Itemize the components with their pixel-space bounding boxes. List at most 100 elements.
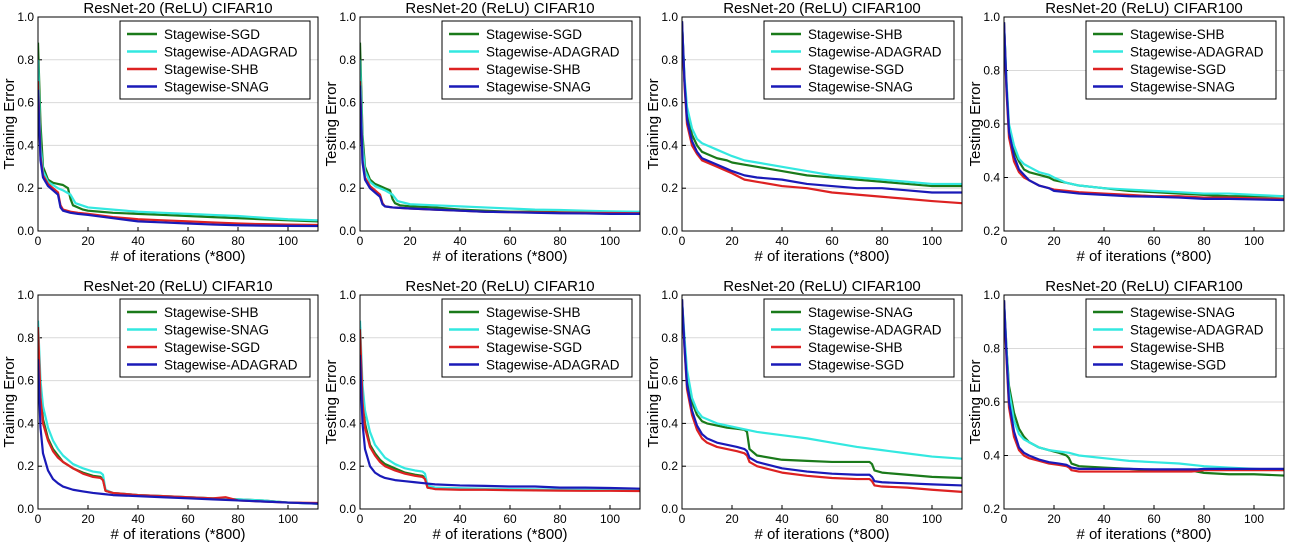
y-tick-label: 0.2 bbox=[339, 459, 356, 473]
series-line-stagewise-sgd bbox=[38, 42, 318, 223]
y-tick-label: 1.0 bbox=[17, 10, 34, 24]
y-tick-label: 0.8 bbox=[17, 331, 34, 345]
y-axis-label: Testing Error bbox=[323, 359, 340, 444]
series-line-stagewise-shb bbox=[360, 81, 640, 215]
series-line-stagewise-adagrad bbox=[682, 299, 962, 460]
x-tick-label: 100 bbox=[278, 512, 298, 526]
x-tick-label: 0 bbox=[35, 512, 42, 526]
legend-label: Stagewise-SGD bbox=[164, 340, 260, 355]
x-tick-label: 60 bbox=[503, 234, 517, 248]
y-tick-label: 0.8 bbox=[983, 342, 1000, 356]
legend-label: Stagewise-SNAG bbox=[1130, 305, 1235, 320]
series-line-stagewise-adagrad bbox=[360, 59, 640, 213]
plot-frame bbox=[1003, 294, 1285, 510]
chart-panel-3: ResNet-20 (ReLU) CIFAR100 0.0 0.2 0.4 0.6 0.8… bbox=[644, 0, 968, 270]
y-tick-label: 0.8 bbox=[17, 53, 34, 67]
plot-frame bbox=[681, 294, 963, 510]
x-axis-label: # of iterations (*800) bbox=[110, 248, 245, 265]
y-axis-label: Testing Error bbox=[323, 81, 340, 166]
x-tick-label: 0 bbox=[1001, 234, 1008, 248]
series-line-stagewise-adagrad bbox=[1004, 300, 1284, 472]
y-tick-label: 0.2 bbox=[339, 181, 356, 195]
series-line-stagewise-sgd bbox=[1004, 22, 1284, 200]
x-tick-label: 80 bbox=[1197, 234, 1211, 248]
chart-panel-5: ResNet-20 (ReLU) CIFAR10 0.0 0.2 0.4 0.6 0.8 1… bbox=[0, 278, 324, 548]
x-axis-label: # of iterations (*800) bbox=[754, 248, 889, 265]
legend-label: Stagewise-SGD bbox=[164, 27, 260, 42]
x-tick-label: 60 bbox=[1147, 234, 1161, 248]
y-tick-label: 0.4 bbox=[17, 416, 34, 430]
y-tick-label: 1.0 bbox=[661, 10, 678, 24]
x-tick-label: 100 bbox=[922, 234, 942, 248]
legend-label: Stagewise-SGD bbox=[808, 358, 904, 373]
chart-panel-2: ResNet-20 (ReLU) CIFAR10 0.0 0.2 0.4 0.6 0.8 1… bbox=[322, 0, 646, 270]
chart-svg: ResNet-20 (ReLU) CIFAR10 0.0 0.2 0.4 0.6 0.8 1… bbox=[1, 278, 319, 543]
legend-label: Stagewise-ADAGRAD bbox=[164, 45, 298, 60]
chart-svg: ResNet-20 (ReLU) CIFAR100 0.0 0.2 0.4 0.6 0.8… bbox=[645, 278, 963, 543]
plot-frame bbox=[359, 294, 641, 510]
x-tick-label: 0 bbox=[35, 234, 42, 248]
legend-label: Stagewise-SNAG bbox=[1130, 80, 1235, 95]
y-tick-label: 0.2 bbox=[17, 459, 34, 473]
y-axis-label: Training Error bbox=[1, 78, 18, 169]
y-axis-label: Testing Error bbox=[967, 359, 984, 444]
legend-label: Stagewise-SHB bbox=[1130, 340, 1225, 355]
y-tick-label: 1.0 bbox=[983, 288, 1000, 302]
legend-label: Stagewise-SHB bbox=[808, 340, 903, 355]
series-line-stagewise-snag bbox=[1004, 22, 1284, 202]
chart-panel-7: ResNet-20 (ReLU) CIFAR100 0.0 0.2 0.4 0.6 0.8… bbox=[644, 278, 968, 548]
legend-label: Stagewise-SHB bbox=[1130, 27, 1225, 42]
legend-label: Stagewise-SHB bbox=[164, 305, 259, 320]
chart-panel-8: ResNet-20 (ReLU) CIFAR100 0.2 0.4 0.6 0.8 1.0… bbox=[966, 278, 1290, 548]
chart-panel-1: ResNet-20 (ReLU) CIFAR10 0.0 0.2 0.4 0.6 0.8 1… bbox=[0, 0, 324, 270]
legend-label: Stagewise-SGD bbox=[486, 340, 582, 355]
series-line-stagewise-adagrad bbox=[682, 21, 962, 186]
plot-frame bbox=[681, 16, 963, 232]
y-tick-label: 0.8 bbox=[661, 53, 678, 67]
x-tick-label: 40 bbox=[1097, 512, 1111, 526]
y-tick-label: 0.0 bbox=[339, 502, 356, 516]
y-axis-label: Training Error bbox=[645, 356, 662, 447]
y-tick-label: 0.6 bbox=[661, 96, 678, 110]
x-tick-label: 60 bbox=[1147, 512, 1161, 526]
series-line-stagewise-snag bbox=[38, 89, 318, 228]
y-tick-label: 0.8 bbox=[339, 331, 356, 345]
x-axis-label: # of iterations (*800) bbox=[754, 526, 889, 543]
legend-label: Stagewise-SNAG bbox=[164, 323, 269, 338]
chart-title: ResNet-20 (ReLU) CIFAR100 bbox=[1045, 0, 1243, 17]
legend-label: Stagewise-SGD bbox=[1130, 62, 1226, 77]
chart-svg: ResNet-20 (ReLU) CIFAR10 0.0 0.2 0.4 0.6 0.8 1… bbox=[323, 0, 641, 265]
x-tick-label: 20 bbox=[1047, 512, 1061, 526]
y-tick-label: 0.4 bbox=[661, 416, 678, 430]
legend-label: Stagewise-SNAG bbox=[808, 80, 913, 95]
plot-frame bbox=[1003, 16, 1285, 232]
y-tick-label: 0.8 bbox=[339, 53, 356, 67]
legend-label: Stagewise-SHB bbox=[164, 62, 259, 77]
chart-svg: ResNet-20 (ReLU) CIFAR100 0.0 0.2 0.4 0.6 0.8… bbox=[645, 0, 963, 265]
x-axis-label: # of iterations (*800) bbox=[432, 526, 567, 543]
legend-label: Stagewise-SHB bbox=[486, 305, 581, 320]
x-tick-label: 60 bbox=[181, 234, 195, 248]
legend-label: Stagewise-ADAGRAD bbox=[486, 358, 620, 373]
legend-label: Stagewise-SGD bbox=[486, 27, 582, 42]
legend-label: Stagewise-ADAGRAD bbox=[1130, 323, 1264, 338]
x-tick-label: 40 bbox=[453, 234, 467, 248]
x-tick-label: 80 bbox=[875, 512, 889, 526]
y-tick-label: 0.2 bbox=[983, 224, 1000, 238]
chart-svg: ResNet-20 (ReLU) CIFAR100 0.2 0.4 0.6 0.8 1.0… bbox=[967, 278, 1285, 543]
y-tick-label: 1.0 bbox=[17, 288, 34, 302]
x-tick-label: 40 bbox=[453, 512, 467, 526]
plot-frame bbox=[37, 16, 319, 232]
series-line-stagewise-sgd bbox=[682, 299, 962, 487]
x-tick-label: 40 bbox=[1097, 234, 1111, 248]
x-tick-label: 100 bbox=[600, 234, 620, 248]
legend-label: Stagewise-SNAG bbox=[808, 305, 913, 320]
chart-panel-6: ResNet-20 (ReLU) CIFAR10 0.0 0.2 0.4 0.6 0.8 1… bbox=[322, 278, 646, 548]
legend-label: Stagewise-ADAGRAD bbox=[1130, 45, 1264, 60]
x-tick-label: 20 bbox=[403, 234, 417, 248]
y-tick-label: 0.8 bbox=[983, 64, 1000, 78]
chart-panel-4: ResNet-20 (ReLU) CIFAR100 0.2 0.4 0.6 0.8 1.0… bbox=[966, 0, 1290, 270]
y-axis-label: Testing Error bbox=[967, 81, 984, 166]
y-axis-label: Training Error bbox=[645, 78, 662, 169]
x-tick-label: 20 bbox=[81, 234, 95, 248]
